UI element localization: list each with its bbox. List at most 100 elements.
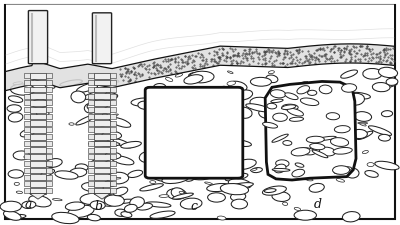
FancyBboxPatch shape [94,114,110,119]
Ellipse shape [266,132,282,140]
FancyBboxPatch shape [5,4,395,219]
FancyBboxPatch shape [46,141,52,146]
Ellipse shape [294,207,301,210]
Ellipse shape [270,90,286,98]
Ellipse shape [308,169,316,172]
Ellipse shape [154,83,166,90]
FancyBboxPatch shape [110,141,116,146]
FancyBboxPatch shape [46,148,52,153]
Ellipse shape [224,90,237,97]
Ellipse shape [87,100,109,110]
Ellipse shape [140,184,163,191]
FancyBboxPatch shape [46,80,52,85]
Ellipse shape [162,174,189,184]
FancyBboxPatch shape [92,13,112,64]
FancyBboxPatch shape [24,154,30,160]
Ellipse shape [333,148,352,154]
Ellipse shape [207,184,231,191]
Ellipse shape [272,134,288,142]
Ellipse shape [338,149,351,156]
Ellipse shape [180,114,190,117]
Ellipse shape [164,123,184,133]
Ellipse shape [96,135,110,143]
FancyBboxPatch shape [94,120,110,126]
Ellipse shape [159,195,169,197]
Ellipse shape [330,138,349,146]
Ellipse shape [184,170,197,181]
Ellipse shape [283,141,292,145]
Ellipse shape [276,160,289,167]
Ellipse shape [10,84,35,95]
Ellipse shape [112,114,118,116]
FancyBboxPatch shape [110,73,116,79]
Ellipse shape [22,201,36,209]
Ellipse shape [80,193,107,205]
FancyBboxPatch shape [24,181,30,187]
FancyBboxPatch shape [46,134,52,139]
Ellipse shape [8,170,24,178]
FancyBboxPatch shape [110,181,116,187]
FancyBboxPatch shape [110,121,116,126]
Ellipse shape [110,199,135,204]
FancyBboxPatch shape [88,121,94,126]
Ellipse shape [142,101,158,111]
Ellipse shape [301,86,316,92]
FancyBboxPatch shape [30,107,46,112]
FancyBboxPatch shape [110,87,116,92]
Ellipse shape [357,131,373,140]
Ellipse shape [168,93,180,101]
Ellipse shape [266,75,278,83]
Polygon shape [6,44,394,90]
FancyBboxPatch shape [24,188,30,193]
Ellipse shape [233,159,256,170]
FancyBboxPatch shape [88,141,94,146]
Ellipse shape [179,191,184,194]
Polygon shape [6,4,394,71]
Ellipse shape [358,122,368,124]
FancyBboxPatch shape [88,175,94,180]
Ellipse shape [372,83,390,92]
Ellipse shape [167,189,186,199]
Ellipse shape [150,181,156,184]
FancyBboxPatch shape [88,80,94,85]
Ellipse shape [174,119,193,127]
Ellipse shape [113,139,132,148]
Ellipse shape [354,112,372,121]
Ellipse shape [130,197,144,208]
FancyBboxPatch shape [88,114,94,119]
FancyBboxPatch shape [30,114,46,119]
FancyBboxPatch shape [88,161,94,166]
Ellipse shape [102,114,107,115]
Ellipse shape [351,129,367,139]
Ellipse shape [227,183,253,189]
FancyBboxPatch shape [94,134,110,140]
Ellipse shape [228,81,247,91]
Ellipse shape [94,93,118,101]
Ellipse shape [312,96,328,106]
Ellipse shape [139,151,158,163]
Ellipse shape [218,97,239,108]
Ellipse shape [166,77,173,81]
FancyBboxPatch shape [30,134,46,140]
FancyBboxPatch shape [46,188,52,193]
Ellipse shape [295,92,308,99]
Ellipse shape [98,194,118,206]
Ellipse shape [55,171,78,179]
Ellipse shape [221,86,227,90]
Ellipse shape [109,117,131,127]
Ellipse shape [235,107,252,118]
Ellipse shape [107,172,129,184]
FancyBboxPatch shape [24,87,30,92]
Ellipse shape [310,143,325,150]
Ellipse shape [0,201,22,212]
Ellipse shape [91,141,120,146]
FancyBboxPatch shape [46,87,52,92]
Ellipse shape [180,198,202,209]
FancyBboxPatch shape [24,148,30,153]
Ellipse shape [157,112,166,115]
Ellipse shape [273,113,287,121]
Ellipse shape [183,111,203,118]
Ellipse shape [290,117,304,121]
Ellipse shape [229,113,236,115]
Text: c: c [190,200,198,214]
